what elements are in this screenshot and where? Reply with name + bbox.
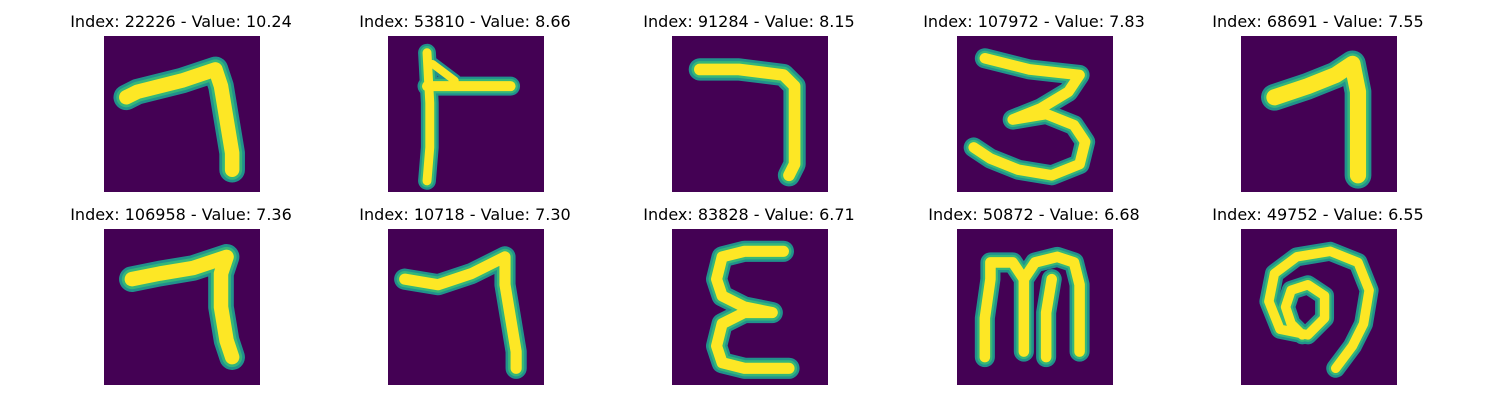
panel-title: Index: 106958 - Value: 7.36 [70,205,292,224]
digit-image-seven [388,229,544,385]
digit-image-seven [104,229,260,385]
panel-4: Index: 107972 - Value: 7.83 [914,11,1154,201]
digit-image-m [957,229,1113,385]
panel-10: Index: 49752 - Value: 6.55 [1198,204,1438,394]
panel-8: Index: 83828 - Value: 6.71 [629,204,869,394]
digit-image-loop [1241,229,1397,385]
panel-title: Index: 68691 - Value: 7.55 [1212,12,1424,31]
digit-image-seven [672,36,828,192]
panel-title: Index: 83828 - Value: 6.71 [643,205,855,224]
digit-image-cross [388,36,544,192]
digit-image-seven [104,36,260,192]
panel-6: Index: 106958 - Value: 7.36 [61,204,301,394]
panel-3: Index: 91284 - Value: 8.15 [629,11,869,201]
panel-1: Index: 22226 - Value: 10.24 [61,11,301,201]
digit-image-three [957,36,1113,192]
digit-image-seven [1241,36,1397,192]
panel-title: Index: 49752 - Value: 6.55 [1212,205,1424,224]
panel-2: Index: 53810 - Value: 8.66 [345,11,585,201]
panel-title: Index: 10718 - Value: 7.30 [359,205,571,224]
digit-image-epsilon [672,229,828,385]
panel-title: Index: 91284 - Value: 8.15 [643,12,855,31]
panel-title: Index: 107972 - Value: 7.83 [923,12,1145,31]
panel-9: Index: 50872 - Value: 6.68 [914,204,1154,394]
panel-5: Index: 68691 - Value: 7.55 [1198,11,1438,201]
panel-title: Index: 53810 - Value: 8.66 [359,12,571,31]
panel-title: Index: 22226 - Value: 10.24 [70,12,292,31]
panel-7: Index: 10718 - Value: 7.30 [345,204,585,394]
panel-title: Index: 50872 - Value: 6.68 [928,205,1140,224]
